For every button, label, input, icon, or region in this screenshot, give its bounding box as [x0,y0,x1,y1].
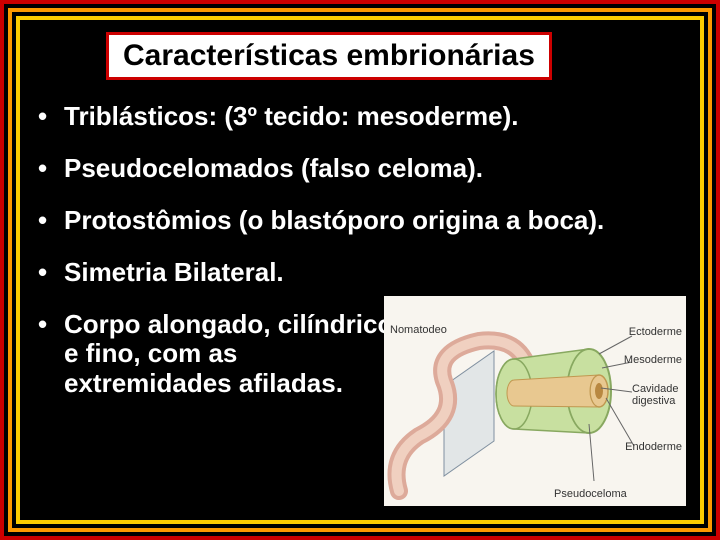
bullet-item: Pseudocelomados (falso celoma). [38,154,682,184]
frame-inner: Características embrionárias Triblástico… [16,16,704,524]
anatomy-diagram: Nomatodeo Ectoderme Mesoderme Cavidade d… [384,296,686,506]
diagram-label-ectoderme: Ectoderme [629,326,682,338]
diagram-label-mesoderme: Mesoderme [624,354,682,366]
diagram-label-nematodeo: Nomatodeo [390,324,447,336]
frame-mid: Características embrionárias Triblástico… [8,8,712,532]
bullet-item: Protostômios (o blastóporo origina a boc… [38,206,682,236]
diagram-label-cavidade: Cavidade digestiva [632,384,682,407]
diagram-label-pseudoceloma: Pseudoceloma [554,488,627,500]
diagram-label-endoderme: Endoderme [625,441,682,453]
bullet-item: Triblásticos: (3º tecido: mesoderme). [38,102,682,132]
frame-outer: Características embrionárias Triblástico… [0,0,720,540]
bullet-item: Simetria Bilateral. [38,258,408,288]
slide-title: Características embrionárias [106,32,552,80]
bullet-item: Corpo alongado, cilíndrico e fino, com a… [38,310,408,400]
